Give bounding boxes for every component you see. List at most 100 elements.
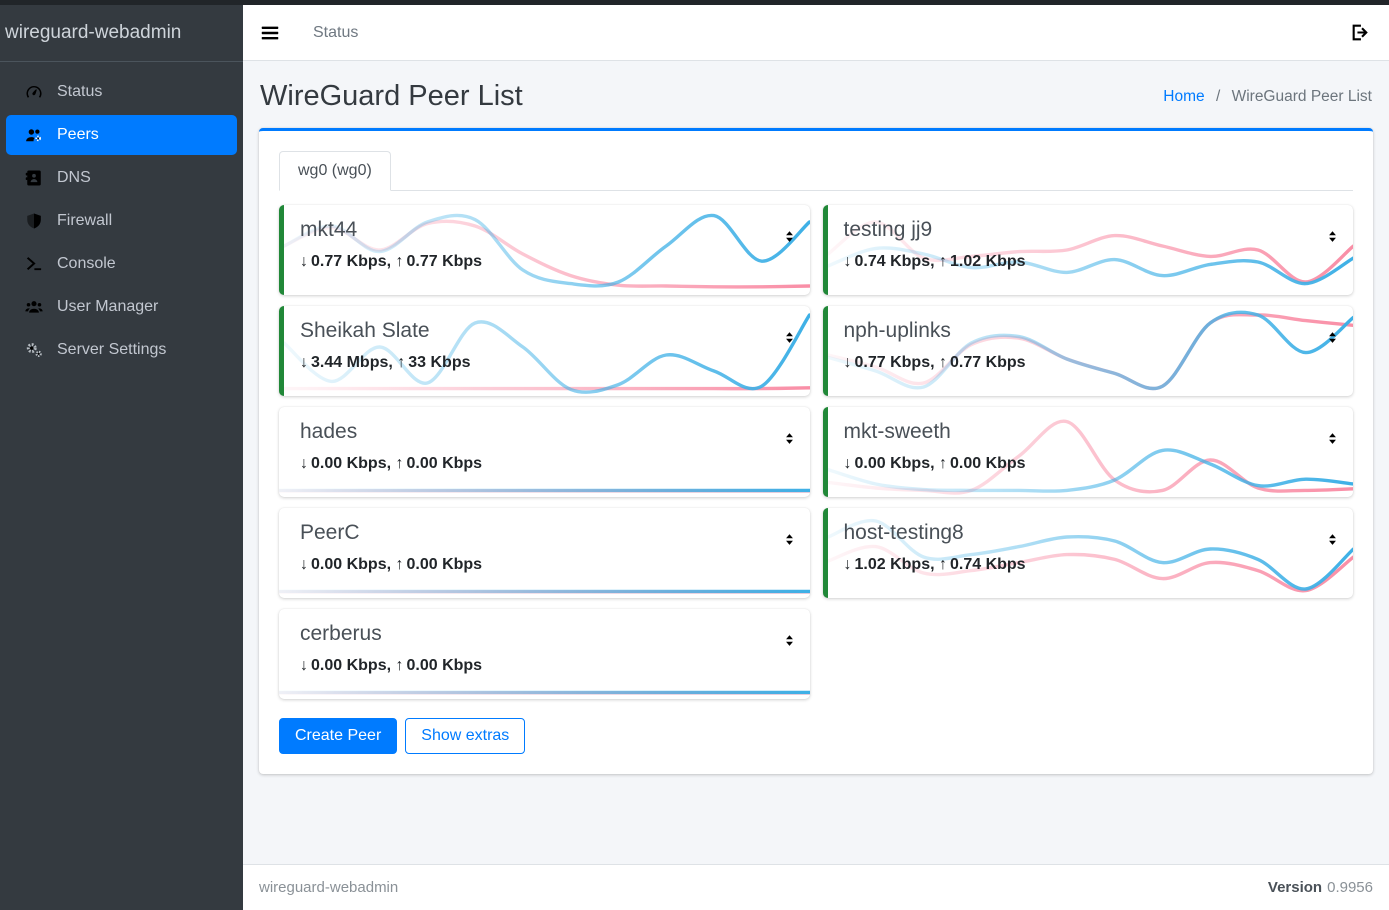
download-rate: 0.00 Kbps bbox=[311, 556, 387, 573]
peer-traffic-stats: ↓ 0.00 Kbps, ↑ 0.00 Kbps bbox=[300, 556, 483, 573]
gauge-icon bbox=[23, 83, 45, 101]
sidebar-item-status[interactable]: Status bbox=[6, 72, 237, 112]
upload-rate: 0.00 Kbps bbox=[406, 455, 483, 472]
download-rate: 0.77 Kbps bbox=[854, 354, 931, 371]
sidebar-item-label: DNS bbox=[57, 169, 91, 186]
address-book-icon bbox=[23, 169, 45, 187]
peer-name: nph-uplinks bbox=[843, 319, 951, 342]
sidebar-item-user-manager[interactable]: User Manager bbox=[6, 287, 237, 327]
peer-list-card: wg0 (wg0) mkt44 ↓ 0.77 Kbps, ↑ 0.77 Kbps t… bbox=[259, 128, 1373, 774]
users-gear-icon bbox=[23, 126, 45, 144]
peer-name: mkt44 bbox=[300, 218, 358, 241]
peer-traffic-stats: ↓ 0.77 Kbps, ↑ 0.77 Kbps bbox=[843, 354, 1026, 371]
terminal-icon bbox=[23, 255, 45, 273]
upload-arrow-icon: ↑ bbox=[395, 556, 404, 573]
sidebar-item-peers[interactable]: Peers bbox=[6, 115, 237, 155]
upload-rate: 0.00 Kbps bbox=[406, 556, 483, 573]
peer-card-mkt44[interactable]: mkt44 ↓ 0.77 Kbps, ↑ 0.77 Kbps bbox=[279, 205, 810, 295]
sort-icon[interactable] bbox=[1325, 431, 1340, 446]
sort-icon[interactable] bbox=[1325, 330, 1340, 345]
hamburger-menu-icon[interactable] bbox=[259, 22, 281, 44]
download-rate: 0.77 Kbps bbox=[311, 253, 387, 270]
sidebar-item-label: Status bbox=[57, 83, 103, 100]
peer-card-nph-uplinks[interactable]: nph-uplinks ↓ 0.77 Kbps, ↑ 0.77 Kbps bbox=[822, 306, 1353, 396]
sidebar: wireguard-webadmin Status Peers DNS Fire… bbox=[0, 5, 243, 910]
peer-traffic-stats: ↓ 3.44 Mbps, ↑ 33 Kbps bbox=[300, 354, 471, 371]
peer-name: testing jj9 bbox=[843, 218, 933, 241]
sidebar-item-label: User Manager bbox=[57, 298, 159, 315]
breadcrumb-home-link[interactable]: Home bbox=[1163, 87, 1205, 105]
sort-icon[interactable] bbox=[782, 633, 797, 648]
peer-name: mkt-sweeth bbox=[843, 420, 951, 443]
footer-version-value: 0.9956 bbox=[1327, 879, 1373, 896]
upload-rate: 0.74 Kbps bbox=[949, 556, 1026, 573]
upload-rate: 0.77 Kbps bbox=[406, 253, 483, 270]
peer-card-peerc[interactable]: PeerC ↓ 0.00 Kbps, ↑ 0.00 Kbps bbox=[279, 508, 810, 598]
sort-icon[interactable] bbox=[1325, 532, 1340, 547]
sidebar-nav: Status Peers DNS Firewall Console User M… bbox=[0, 62, 243, 370]
download-rate: 3.44 Mbps bbox=[311, 354, 389, 371]
sidebar-item-server-settings[interactable]: Server Settings bbox=[6, 330, 237, 370]
download-rate: 0.00 Kbps bbox=[854, 455, 931, 472]
content-area: WireGuard Peer List Home / WireGuard Pee… bbox=[243, 61, 1389, 864]
upload-arrow-icon: ↑ bbox=[395, 657, 404, 674]
window-top-strip bbox=[0, 0, 1389, 5]
peer-card-sheikah-slate[interactable]: Sheikah Slate ↓ 3.44 Mbps, ↑ 33 Kbps bbox=[279, 306, 810, 396]
sort-icon[interactable] bbox=[782, 532, 797, 547]
upload-rate: 1.02 Kbps bbox=[949, 253, 1026, 270]
sidebar-item-console[interactable]: Console bbox=[6, 244, 237, 284]
sidebar-item-label: Peers bbox=[57, 126, 99, 143]
sidebar-item-firewall[interactable]: Firewall bbox=[6, 201, 237, 241]
download-arrow-icon: ↓ bbox=[843, 253, 852, 270]
users-icon bbox=[23, 298, 45, 316]
page-title: WireGuard Peer List bbox=[260, 80, 523, 112]
footer-brand: wireguard-webadmin bbox=[259, 879, 399, 896]
peer-card-testing-jj9[interactable]: testing jj9 ↓ 0.74 Kbps, ↑ 1.02 Kbps bbox=[822, 205, 1353, 295]
app-brand[interactable]: wireguard-webadmin bbox=[0, 5, 243, 62]
peer-traffic-stats: ↓ 0.00 Kbps, ↑ 0.00 Kbps bbox=[843, 455, 1026, 472]
download-arrow-icon: ↓ bbox=[843, 455, 852, 472]
peer-name: hades bbox=[300, 420, 358, 443]
sort-icon[interactable] bbox=[782, 330, 797, 345]
peer-traffic-stats: ↓ 0.74 Kbps, ↑ 1.02 Kbps bbox=[843, 253, 1026, 270]
sign-out-icon[interactable] bbox=[1350, 22, 1371, 43]
peer-card-cerberus[interactable]: cerberus ↓ 0.00 Kbps, ↑ 0.00 Kbps bbox=[279, 609, 810, 699]
peer-name: Sheikah Slate bbox=[300, 319, 430, 342]
tab-wg0[interactable]: wg0 (wg0) bbox=[279, 151, 391, 191]
download-rate: 0.00 Kbps bbox=[311, 657, 387, 674]
download-arrow-icon: ↓ bbox=[300, 354, 308, 371]
create-peer-button[interactable]: Create Peer bbox=[279, 718, 398, 754]
sidebar-item-label: Console bbox=[57, 255, 116, 272]
upload-arrow-icon: ↑ bbox=[395, 253, 404, 270]
upload-rate: 33 Kbps bbox=[408, 354, 471, 371]
sidebar-item-label: Server Settings bbox=[57, 341, 167, 358]
sort-icon[interactable] bbox=[1325, 229, 1340, 244]
upload-arrow-icon: ↑ bbox=[938, 455, 947, 472]
upload-rate: 0.00 Kbps bbox=[406, 657, 483, 674]
peer-card-hades[interactable]: hades ↓ 0.00 Kbps, ↑ 0.00 Kbps bbox=[279, 407, 810, 497]
upload-rate: 0.77 Kbps bbox=[949, 354, 1026, 371]
sort-icon[interactable] bbox=[782, 431, 797, 446]
peer-traffic-stats: ↓ 1.02 Kbps, ↑ 0.74 Kbps bbox=[843, 556, 1026, 573]
download-arrow-icon: ↓ bbox=[843, 354, 852, 371]
upload-arrow-icon: ↑ bbox=[397, 354, 406, 371]
sort-icon[interactable] bbox=[782, 229, 797, 244]
sidebar-item-dns[interactable]: DNS bbox=[6, 158, 237, 198]
peer-card-mkt-sweeth[interactable]: mkt-sweeth ↓ 0.00 Kbps, ↑ 0.00 Kbps bbox=[822, 407, 1353, 497]
peer-traffic-stats: ↓ 0.00 Kbps, ↑ 0.00 Kbps bbox=[300, 455, 483, 472]
download-arrow-icon: ↓ bbox=[300, 556, 308, 573]
footer-version: Version 0.9956 bbox=[1268, 879, 1373, 896]
upload-arrow-icon: ↑ bbox=[938, 354, 947, 371]
upload-rate: 0.00 Kbps bbox=[949, 455, 1026, 472]
peer-name: cerberus bbox=[300, 622, 382, 645]
upload-arrow-icon: ↑ bbox=[938, 253, 947, 270]
show-extras-button[interactable]: Show extras bbox=[405, 718, 526, 754]
footer: wireguard-webadmin Version 0.9956 bbox=[243, 864, 1389, 910]
navbar-status-link[interactable]: Status bbox=[313, 23, 359, 41]
peer-traffic-stats: ↓ 0.00 Kbps, ↑ 0.00 Kbps bbox=[300, 657, 483, 674]
download-rate: 0.00 Kbps bbox=[311, 455, 387, 472]
peer-card-host-testing8[interactable]: host-testing8 ↓ 1.02 Kbps, ↑ 0.74 Kbps bbox=[822, 508, 1353, 598]
shield-icon bbox=[23, 212, 45, 230]
download-rate: 0.74 Kbps bbox=[854, 253, 931, 270]
upload-arrow-icon: ↑ bbox=[938, 556, 947, 573]
